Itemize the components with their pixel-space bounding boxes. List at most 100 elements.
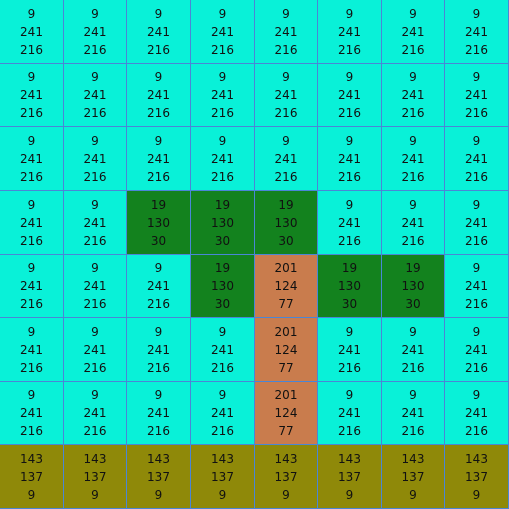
grid-cell: 9 241 216 — [445, 382, 509, 445]
cell-red-value: 9 — [154, 388, 163, 402]
cell-red-value: 9 — [91, 261, 99, 275]
grid-cell: 9 241 216 — [445, 191, 509, 255]
cell-green-value: 137 — [20, 469, 43, 484]
cell-green-value: 241 — [401, 215, 425, 230]
cell-red-value: 19 — [214, 197, 231, 212]
cell-blue-value: 216 — [147, 360, 170, 375]
cell-red-value: 9 — [154, 6, 163, 21]
grid-cell: 9 241 216 — [127, 382, 191, 445]
cell-green-value: 241 — [83, 88, 107, 102]
cell-green-value: 241 — [401, 342, 425, 357]
cell-red-value: 19 — [278, 197, 294, 212]
cell-red-value: 9 — [472, 261, 481, 275]
cell-green-value: 241 — [465, 24, 488, 39]
cell-green-value: 130 — [211, 215, 234, 230]
grid-cell: 143 137 9 — [318, 445, 382, 509]
cell-blue-value: 9 — [345, 487, 354, 502]
cell-red-value: 201 — [274, 261, 298, 275]
cell-blue-value: 216 — [401, 169, 425, 184]
cell-blue-value: 216 — [401, 360, 425, 375]
cell-red-value: 9 — [27, 70, 36, 84]
cell-blue-value: 30 — [405, 297, 421, 311]
cell-blue-value: 216 — [83, 297, 107, 311]
cell-blue-value: 30 — [341, 297, 358, 311]
cell-blue-value: 216 — [338, 233, 361, 248]
cell-red-value: 9 — [218, 6, 227, 21]
cell-blue-value: 216 — [211, 106, 234, 120]
grid-cell: 9 241 216 — [0, 64, 64, 127]
cell-blue-value: 216 — [20, 169, 43, 184]
grid-cell: 9 241 216 — [0, 255, 64, 318]
cell-green-value: 241 — [465, 342, 488, 357]
cell-blue-value: 30 — [278, 233, 294, 248]
cell-red-value: 143 — [274, 451, 298, 466]
cell-red-value: 9 — [345, 388, 354, 402]
grid-cell: 9 241 216 — [255, 64, 318, 127]
cell-green-value: 241 — [465, 279, 488, 293]
cell-blue-value: 9 — [91, 487, 99, 502]
cell-green-value: 241 — [20, 24, 43, 39]
grid-cell: 9 241 216 — [191, 64, 255, 127]
grid-cell: 9 241 216 — [127, 0, 191, 64]
cell-green-value: 241 — [20, 406, 43, 420]
cell-blue-value: 216 — [20, 424, 43, 438]
cell-green-value: 241 — [147, 151, 170, 166]
cell-green-value: 241 — [147, 24, 170, 39]
cell-red-value: 9 — [282, 133, 290, 148]
cell-blue-value: 216 — [211, 424, 234, 438]
cell-blue-value: 216 — [20, 297, 43, 311]
grid-cell: 143 137 9 — [191, 445, 255, 509]
cell-red-value: 9 — [409, 197, 417, 212]
cell-green-value: 241 — [274, 88, 298, 102]
cell-blue-value: 216 — [83, 233, 107, 248]
grid-cell: 9 241 216 — [127, 64, 191, 127]
cell-green-value: 241 — [401, 88, 425, 102]
cell-green-value: 241 — [20, 279, 43, 293]
grid-cell: 9 241 216 — [64, 64, 127, 127]
cell-red-value: 9 — [345, 70, 354, 84]
cell-red-value: 9 — [218, 388, 227, 402]
cell-blue-value: 216 — [338, 169, 361, 184]
cell-red-value: 143 — [401, 451, 425, 466]
grid-cell: 9 241 216 — [382, 191, 445, 255]
grid-cell: 9 241 216 — [318, 191, 382, 255]
cell-blue-value: 216 — [211, 169, 234, 184]
cell-green-value: 241 — [465, 215, 488, 230]
cell-blue-value: 216 — [83, 360, 107, 375]
cell-red-value: 143 — [83, 451, 107, 466]
cell-blue-value: 216 — [401, 424, 425, 438]
grid-cell: 9 241 216 — [445, 255, 509, 318]
cell-green-value: 130 — [274, 215, 298, 230]
cell-red-value: 9 — [154, 70, 163, 84]
cell-red-value: 9 — [91, 197, 99, 212]
cell-red-value: 143 — [465, 451, 488, 466]
cell-blue-value: 9 — [27, 487, 36, 502]
cell-green-value: 241 — [465, 151, 488, 166]
cell-blue-value: 216 — [465, 233, 488, 248]
cell-red-value: 9 — [91, 324, 99, 339]
cell-green-value: 241 — [338, 88, 361, 102]
cell-blue-value: 77 — [278, 297, 294, 311]
cell-red-value: 9 — [27, 133, 36, 148]
grid-cell: 9 241 216 — [0, 382, 64, 445]
cell-red-value: 9 — [409, 133, 417, 148]
cell-green-value: 130 — [401, 279, 425, 293]
cell-green-value: 241 — [20, 151, 43, 166]
grid-cell: 19 130 30 — [127, 191, 191, 255]
cell-green-value: 137 — [401, 469, 425, 484]
cell-red-value: 9 — [91, 388, 99, 402]
cell-green-value: 241 — [274, 24, 298, 39]
grid-cell: 9 241 216 — [318, 127, 382, 191]
cell-red-value: 9 — [472, 324, 481, 339]
grid-cell: 9 241 216 — [64, 382, 127, 445]
grid-cell: 143 137 9 — [445, 445, 509, 509]
cell-blue-value: 216 — [147, 424, 170, 438]
cell-red-value: 9 — [409, 70, 417, 84]
cell-green-value: 241 — [83, 151, 107, 166]
grid-cell: 19 130 30 — [382, 255, 445, 318]
cell-red-value: 19 — [405, 261, 421, 275]
cell-blue-value: 216 — [147, 297, 170, 311]
grid-cell: 9 241 216 — [445, 318, 509, 382]
cell-blue-value: 216 — [338, 360, 361, 375]
